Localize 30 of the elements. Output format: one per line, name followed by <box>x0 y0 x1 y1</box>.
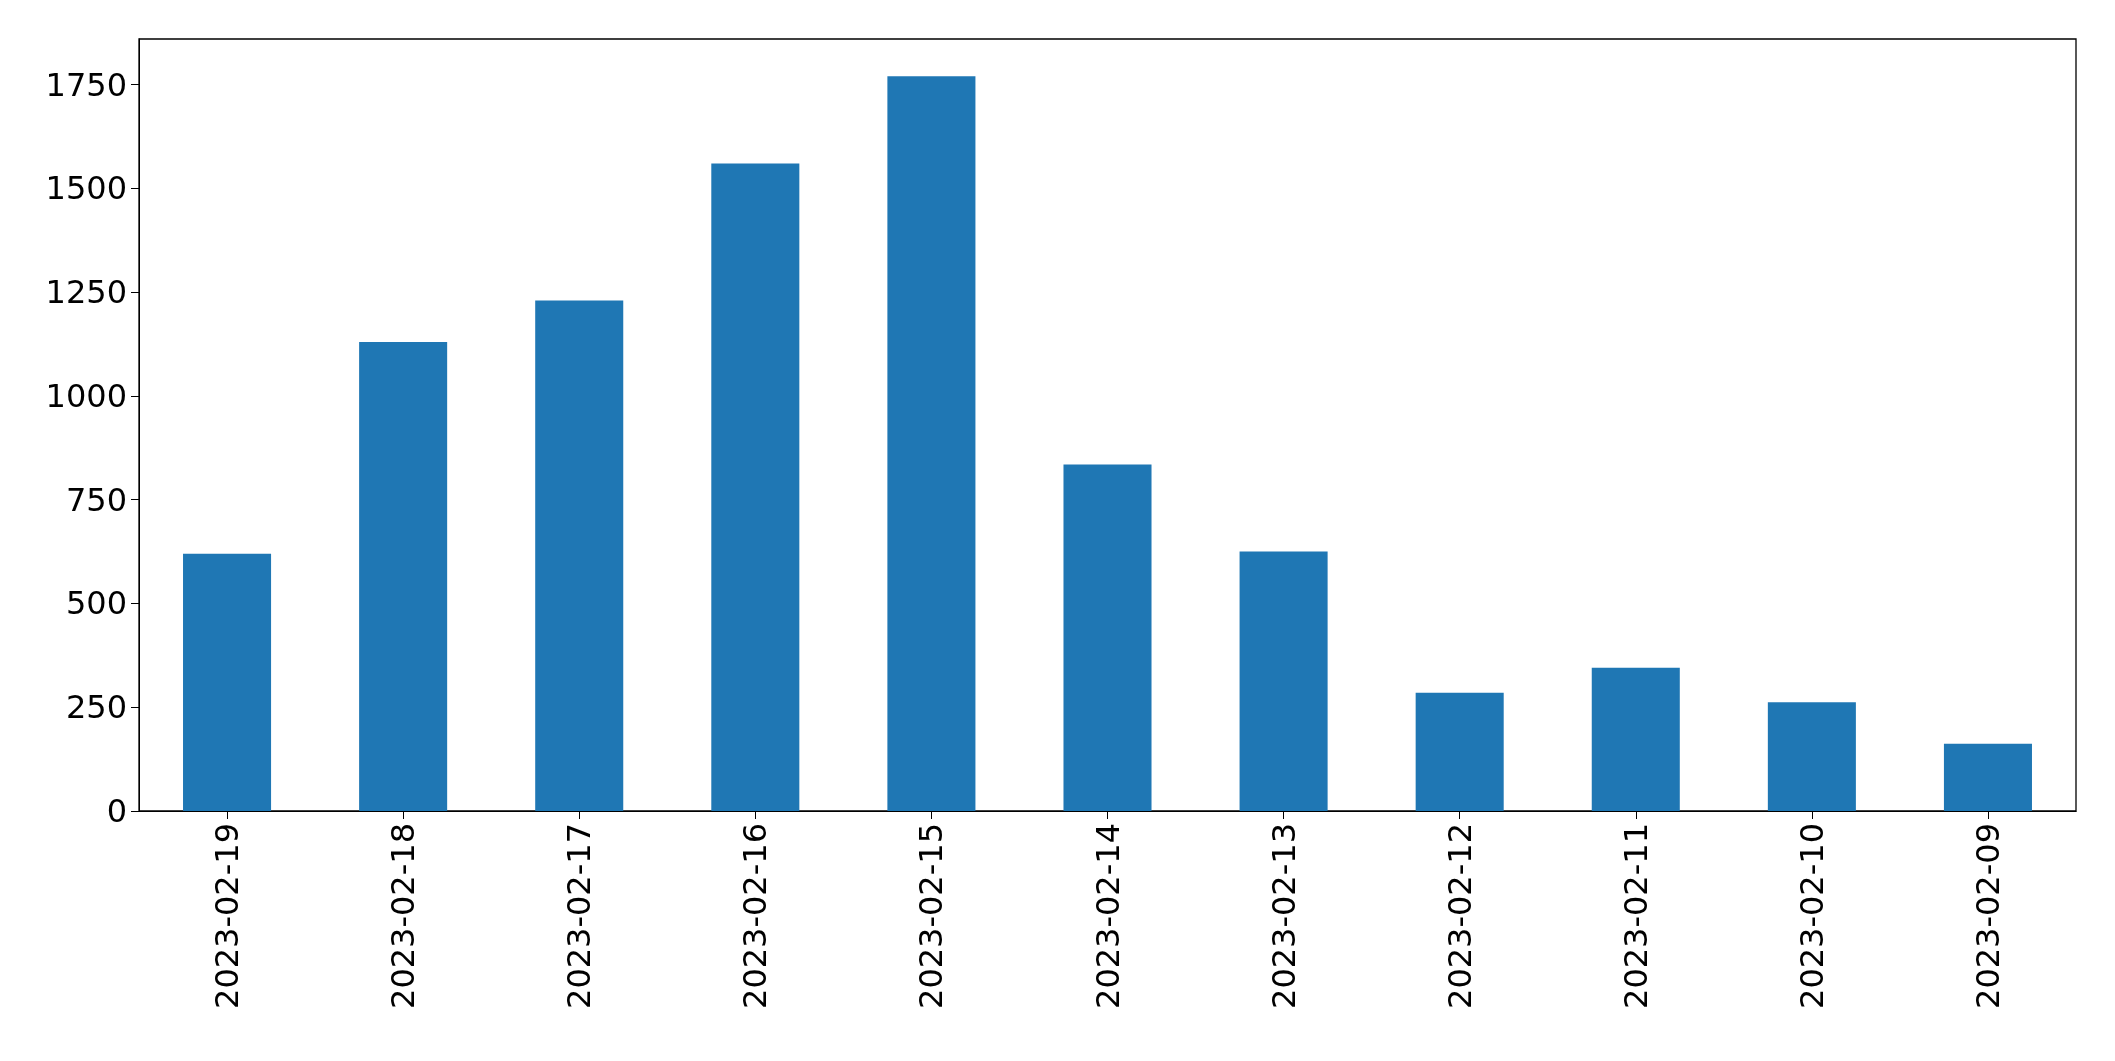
bar <box>1063 464 1152 811</box>
bar <box>1239 551 1328 811</box>
y-tick-label: 1500 <box>45 169 127 208</box>
x-tick-label: 2023-02-13 <box>1264 823 1303 1009</box>
x-tick-label: 2023-02-19 <box>208 823 247 1009</box>
x-tick-label: 2023-02-10 <box>1792 823 1831 1009</box>
x-tick-label: 2023-02-11 <box>1616 823 1655 1009</box>
x-tick-label: 2023-02-12 <box>1440 823 1479 1009</box>
bar <box>183 553 272 811</box>
bar <box>1943 743 2032 811</box>
bar <box>887 76 976 811</box>
bar <box>1767 702 1856 811</box>
bar <box>535 300 624 811</box>
y-tick-label: 1750 <box>45 65 127 104</box>
bar <box>1415 692 1504 811</box>
x-tick-label: 2023-02-09 <box>1968 823 2007 1009</box>
x-tick-label: 2023-02-15 <box>912 823 951 1009</box>
x-tick-label: 2023-02-17 <box>560 823 599 1009</box>
y-tick-label: 750 <box>65 480 127 519</box>
y-tick-label: 1250 <box>45 273 127 312</box>
y-tick-label: 500 <box>65 584 127 623</box>
bar <box>359 341 448 811</box>
x-tick-label: 2023-02-18 <box>384 823 423 1009</box>
bar <box>711 163 800 811</box>
y-tick-label: 1000 <box>45 376 127 415</box>
x-tick-label: 2023-02-16 <box>736 823 775 1009</box>
bar <box>1591 667 1680 811</box>
x-tick-label: 2023-02-14 <box>1088 823 1127 1009</box>
y-tick-label: 0 <box>106 792 127 830</box>
y-tick-label: 250 <box>65 688 127 727</box>
